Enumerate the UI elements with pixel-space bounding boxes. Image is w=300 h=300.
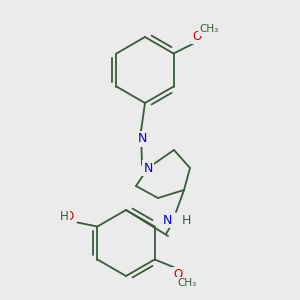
Text: O: O	[192, 30, 201, 43]
Text: O: O	[64, 210, 74, 223]
Text: N: N	[163, 214, 172, 226]
Text: N: N	[137, 133, 147, 146]
Text: N: N	[143, 161, 153, 175]
Text: CH₃: CH₃	[177, 278, 196, 289]
Text: O: O	[173, 268, 182, 281]
Text: H: H	[182, 214, 191, 226]
Text: CH₃: CH₃	[199, 25, 218, 34]
Text: H: H	[60, 210, 69, 223]
